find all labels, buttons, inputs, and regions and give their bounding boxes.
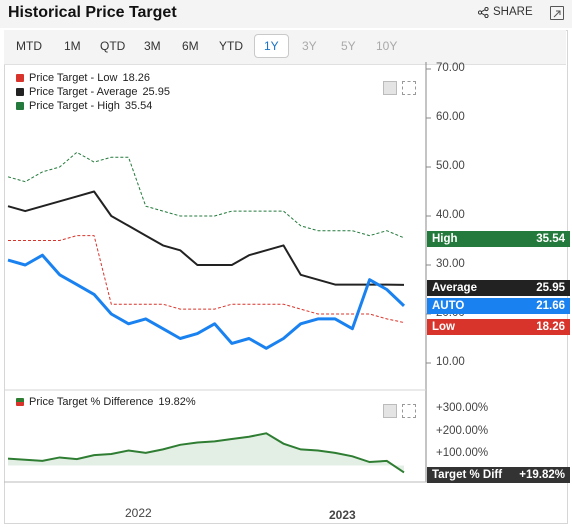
tab-1y[interactable]: 1Y	[254, 34, 289, 58]
legend-average-value: 25.95	[142, 86, 170, 98]
value-box-average: Average 25.95	[427, 280, 570, 296]
legend-diff-label: Price Target % Difference	[29, 396, 154, 408]
legend-average-label: Price Target - Average	[29, 86, 138, 98]
legend-high-value: 35.54	[124, 100, 153, 112]
legend-low: Price Target - Low 18.26	[16, 72, 150, 84]
value-box-low: Low 18.26	[427, 319, 570, 335]
diff-y-tick-300: +300.00%	[436, 402, 489, 414]
legend-high: Price Target - High 35.54	[16, 100, 152, 112]
tab-5y[interactable]: 5Y	[341, 39, 356, 53]
legend-low-label: Price Target - Low	[29, 72, 118, 84]
share-icon	[478, 6, 489, 18]
y-tick-70: 70.00	[436, 62, 465, 74]
legend-average-swatch	[16, 88, 24, 96]
tab-ytd[interactable]: YTD	[219, 39, 243, 53]
range-tabs: MTD 1M QTD 3M 6M YTD 1Y 3Y 5Y 10Y	[4, 30, 566, 65]
y-tick-40: 40.00	[436, 209, 465, 221]
tab-6m[interactable]: 6M	[182, 39, 199, 53]
x-tick-2022: 2022	[125, 506, 152, 520]
header-bar	[0, 0, 572, 28]
tab-10y[interactable]: 10Y	[376, 39, 398, 53]
fullscreen-icon[interactable]	[402, 81, 416, 95]
tab-1m[interactable]: 1M	[64, 39, 81, 53]
legend-diff-value: 19.82%	[158, 396, 196, 408]
x-tick-2023: 2023	[329, 508, 356, 522]
tab-3m[interactable]: 3M	[144, 39, 161, 53]
expand-icon[interactable]	[550, 6, 564, 20]
diff-download-icon[interactable]	[383, 404, 397, 418]
value-box-diff: Target % Diff +19.82%	[427, 467, 570, 483]
diff-y-tick-200: +200.00%	[436, 425, 489, 437]
page-title: Historical Price Target	[8, 4, 177, 21]
diff-y-tick-100: +100.00%	[436, 447, 489, 459]
share-button[interactable]: SHARE	[478, 6, 533, 18]
legend-diff-swatch	[16, 398, 24, 406]
diff-fullscreen-icon[interactable]	[402, 404, 416, 418]
y-tick-30: 30.00	[436, 258, 465, 270]
legend-average: Price Target - Average 25.95	[16, 86, 170, 98]
legend-diff: Price Target % Difference 19.82%	[16, 396, 196, 408]
legend-high-swatch	[16, 102, 24, 110]
value-box-high: High 35.54	[427, 231, 570, 247]
y-tick-50: 50.00	[436, 160, 465, 172]
legend-high-label: Price Target - High	[29, 100, 120, 112]
value-box-auto: AUTO 21.66	[427, 298, 570, 314]
tab-qtd[interactable]: QTD	[100, 39, 126, 53]
share-label: SHARE	[493, 6, 533, 18]
legend-low-swatch	[16, 74, 24, 82]
download-icon[interactable]	[383, 81, 397, 95]
tab-mtd[interactable]: MTD	[16, 39, 42, 53]
tab-3y[interactable]: 3Y	[302, 39, 317, 53]
y-tick-60: 60.00	[436, 111, 465, 123]
y-tick-10: 10.00	[436, 356, 465, 368]
legend-low-value: 18.26	[122, 72, 150, 84]
